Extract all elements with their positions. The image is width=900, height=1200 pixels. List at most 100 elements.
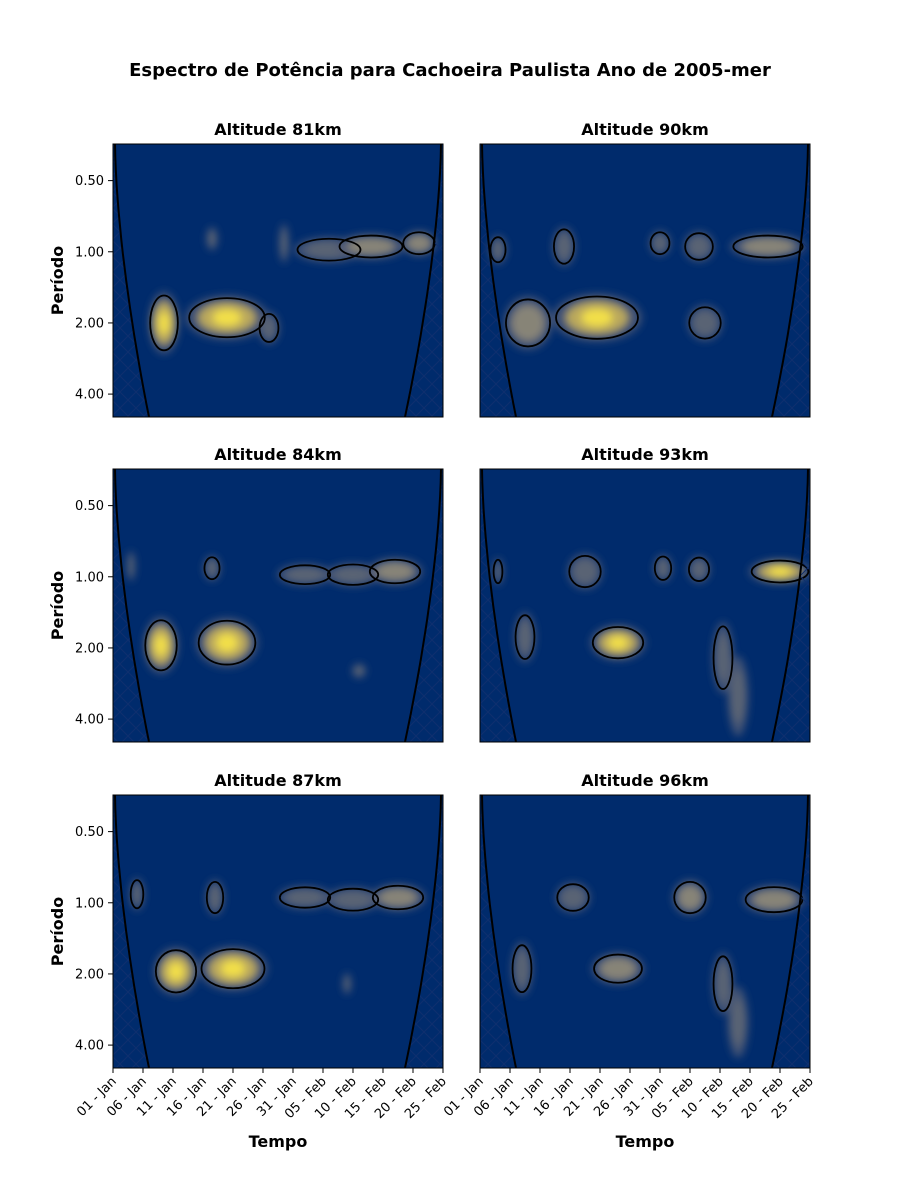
significance-contour <box>555 295 639 340</box>
cone-of-influence-left <box>114 144 150 417</box>
power-blob-peak <box>216 633 238 652</box>
panel-title: Altitude 96km <box>581 771 709 790</box>
significance-contour <box>489 236 507 264</box>
significance-contour <box>556 883 590 912</box>
y-tick-label: 1.00 <box>75 570 104 585</box>
panel-title: Altitude 81km <box>214 120 342 139</box>
power-blob-core <box>652 234 668 252</box>
power-blob-core <box>752 889 796 910</box>
y-tick-label: 0.50 <box>75 499 104 514</box>
power-blob-core <box>599 957 637 980</box>
y-axis-label: Período <box>48 897 67 966</box>
power-blob-core <box>693 310 717 336</box>
y-tick-label: 4.00 <box>75 388 104 403</box>
y-tick-label: 4.00 <box>75 713 104 728</box>
power-blob-core <box>730 997 746 1047</box>
significance-contour <box>338 234 404 259</box>
panel-frame <box>112 468 444 743</box>
power-blob-core <box>561 887 585 908</box>
significance-contour <box>712 955 734 1013</box>
significance-contour <box>278 564 332 585</box>
cone-of-influence-left <box>481 144 517 417</box>
coi-hatch-left <box>113 144 149 417</box>
power-blob-core <box>517 620 533 655</box>
significance-contour <box>688 306 722 340</box>
power-blob-core <box>688 236 710 257</box>
significance-contour <box>129 879 145 910</box>
coi-hatch-left <box>113 795 149 1068</box>
significance-contour <box>653 555 673 581</box>
power-blob-core <box>208 230 216 247</box>
power-blob-core <box>656 559 670 578</box>
cone-of-influence-left <box>114 795 150 1068</box>
power-blob-core <box>333 566 373 583</box>
significance-contour <box>326 563 380 586</box>
significance-contour <box>203 556 221 581</box>
power-blob-core <box>347 238 395 255</box>
power-blob-core <box>132 883 142 906</box>
y-tick-label: 4.00 <box>75 1039 104 1054</box>
power-blob-core <box>492 240 504 260</box>
coi-hatch-left <box>480 144 516 417</box>
significance-contour <box>296 237 362 262</box>
power-blob-core <box>730 668 746 724</box>
panel-frame <box>479 143 811 418</box>
power-blob-core <box>333 891 373 909</box>
y-tick-label: 2.00 <box>75 316 104 331</box>
coi-hatch-right <box>405 469 443 742</box>
y-tick-label: 1.00 <box>75 896 104 911</box>
power-blob-peak <box>608 636 628 650</box>
panel-frame <box>112 794 444 1069</box>
power-blob-peak <box>221 960 245 977</box>
significance-contour <box>326 887 380 912</box>
significance-contour <box>278 886 332 909</box>
power-blob-core <box>573 559 597 584</box>
cone-of-influence-right <box>404 144 442 417</box>
significance-contour <box>684 232 714 261</box>
power-blob-core <box>741 238 795 255</box>
power-blob-core <box>678 885 702 910</box>
panel-1: Altitude 81km 0.50 1.00 2.00 4.00 Período <box>48 120 444 418</box>
y-tick-label: 0.50 <box>75 825 104 840</box>
significance-contour <box>511 944 533 994</box>
coi-hatch-right <box>772 469 810 742</box>
power-blob-core <box>407 234 431 252</box>
panel-title: Altitude 93km <box>581 445 709 464</box>
figure-title: Espectro de Potência para Cachoeira Paul… <box>129 60 771 81</box>
panel-title: Altitude 87km <box>214 771 342 790</box>
panel-title: Altitude 90km <box>581 120 709 139</box>
coi-hatch-right <box>772 144 810 417</box>
power-blob-core <box>691 560 707 579</box>
panel-4: Altitude 93km <box>479 445 811 743</box>
significance-contour <box>712 625 734 690</box>
significance-contour <box>205 880 225 915</box>
panel-frame <box>479 468 811 743</box>
significance-contour <box>553 228 575 265</box>
significance-contour <box>149 294 179 352</box>
significance-contour <box>188 297 266 339</box>
cone-of-influence-right <box>404 469 442 742</box>
power-blob-core <box>556 233 572 260</box>
coi-hatch-right <box>405 144 443 417</box>
panel-background <box>480 795 810 1068</box>
power-blob-core <box>378 888 418 907</box>
cone-of-influence-right <box>404 795 442 1068</box>
power-blob-core <box>208 885 222 910</box>
power-blob-core <box>344 976 350 991</box>
significance-contour <box>514 614 536 660</box>
y-tick-label: 2.00 <box>75 641 104 656</box>
x-axis-label: Tempo <box>249 1132 308 1151</box>
panel-background <box>113 144 443 417</box>
panel-frame <box>479 794 811 1069</box>
power-blob-core <box>206 559 218 577</box>
y-tick-label: 1.00 <box>75 245 104 260</box>
power-blob-core <box>715 633 731 682</box>
power-blob-peak <box>158 311 170 335</box>
significance-contour <box>371 884 425 911</box>
significance-contour <box>154 949 198 994</box>
significance-contour <box>368 558 422 585</box>
power-blob-core <box>494 562 502 581</box>
